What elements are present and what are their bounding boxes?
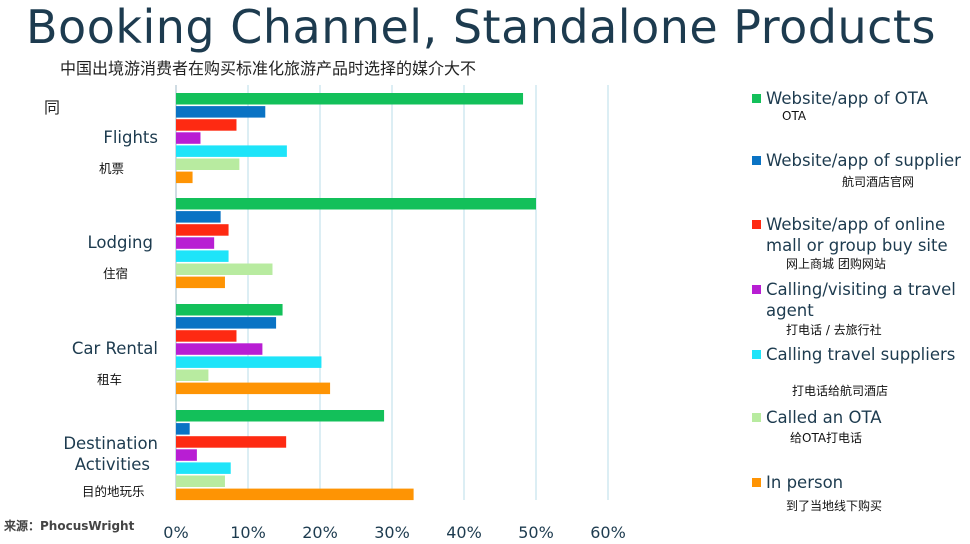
category-label-zh: 机票	[99, 161, 124, 176]
x-tick-label: 10%	[230, 523, 266, 542]
legend-label-zh: OTA	[782, 109, 807, 123]
bar-1-3	[176, 237, 215, 249]
legend-swatch	[752, 156, 761, 165]
bar-1-5	[176, 263, 273, 275]
legend-label-zh: 打电话 / 去旅行社	[786, 323, 882, 337]
x-tick-label: 30%	[374, 523, 410, 542]
bar-1-6	[176, 276, 225, 289]
bar-3-1	[176, 423, 190, 435]
category-label-zh: 住宿	[103, 266, 128, 281]
legend-label: In person	[766, 473, 844, 492]
bar-2-2	[176, 330, 237, 342]
legend-swatch	[752, 285, 761, 294]
category-label: Flights	[103, 128, 158, 147]
bar-1-1	[176, 211, 221, 223]
legend-swatch	[752, 94, 761, 103]
page-subtitle-continuation: 同	[44, 98, 61, 117]
category-label: Car Rental	[72, 339, 158, 358]
category-label: Lodging	[88, 233, 153, 252]
bar-2-3	[176, 343, 263, 355]
bar-3-3	[176, 449, 197, 461]
legend-swatch	[752, 413, 761, 422]
legend-swatch	[752, 220, 761, 229]
legend-label: Website/app of online mall or group buy …	[766, 215, 948, 255]
bar-2-5	[176, 369, 209, 381]
bar-0-3	[176, 132, 201, 144]
bar-2-0	[176, 304, 283, 316]
legend-label: Called an OTA	[766, 408, 882, 427]
bar-0-6	[176, 171, 193, 184]
legend-label-zh: 到了当地线下购买	[786, 499, 883, 513]
x-tick-label: 0%	[163, 523, 188, 542]
bar-1-2	[176, 224, 229, 236]
category-label-zh: 目的地玩乐	[82, 484, 145, 499]
bar-0-0	[176, 93, 524, 105]
category-label-line2: Activities	[75, 455, 150, 474]
bar-0-5	[176, 158, 240, 170]
bar-3-6	[176, 488, 414, 501]
category-label-zh: 租车	[97, 372, 122, 387]
bar-0-1	[176, 106, 266, 118]
bar-0-4	[176, 145, 287, 157]
bar-chart: 0% 10% 20% 30% 40% 50% 60% Flights 机票 Lodging 住宿 Ca…	[63, 85, 626, 542]
legend-swatch	[752, 478, 761, 487]
bar-2-4	[176, 356, 322, 368]
bar-1-4	[176, 250, 229, 262]
legend-swatch	[752, 350, 761, 359]
bar-3-4	[176, 462, 231, 474]
bar-2-1	[176, 317, 277, 329]
bar-3-0	[176, 410, 385, 422]
legend-label-zh: 打电话给航司酒店	[792, 384, 889, 398]
legend-label-zh: 航司酒店官网	[842, 175, 915, 189]
page-title: Booking Channel, Standalone Products	[26, 0, 936, 54]
legend-label: Website/app of OTA	[766, 89, 928, 108]
source-note: 来源：PhocusWright	[4, 519, 135, 533]
category-label: Destination	[63, 434, 158, 453]
bar-3-2	[176, 436, 287, 448]
bar-2-6	[176, 382, 331, 395]
chart-legend: Website/app of OTA OTA Website/app of supp…	[752, 88, 967, 528]
legend-label: Calling/visiting a travel agent	[766, 280, 956, 320]
bar-0-2	[176, 119, 237, 131]
legend-label-zh: 网上商城 团购网站	[786, 257, 886, 271]
x-tick-label: 20%	[302, 523, 338, 542]
page-subtitle: 中国出境游消费者在购买标准化旅游产品时选择的媒介大不	[60, 59, 477, 78]
legend-label: Calling travel suppliers	[766, 345, 956, 364]
x-tick-label: 60%	[590, 523, 626, 542]
legend-label-zh: 给OTA打电话	[790, 431, 863, 445]
x-tick-label: 40%	[446, 523, 482, 542]
bar-3-5	[176, 475, 225, 487]
bar-1-0	[176, 198, 536, 210]
x-tick-label: 50%	[518, 523, 554, 542]
legend-label: Website/app of supplier	[766, 151, 961, 170]
